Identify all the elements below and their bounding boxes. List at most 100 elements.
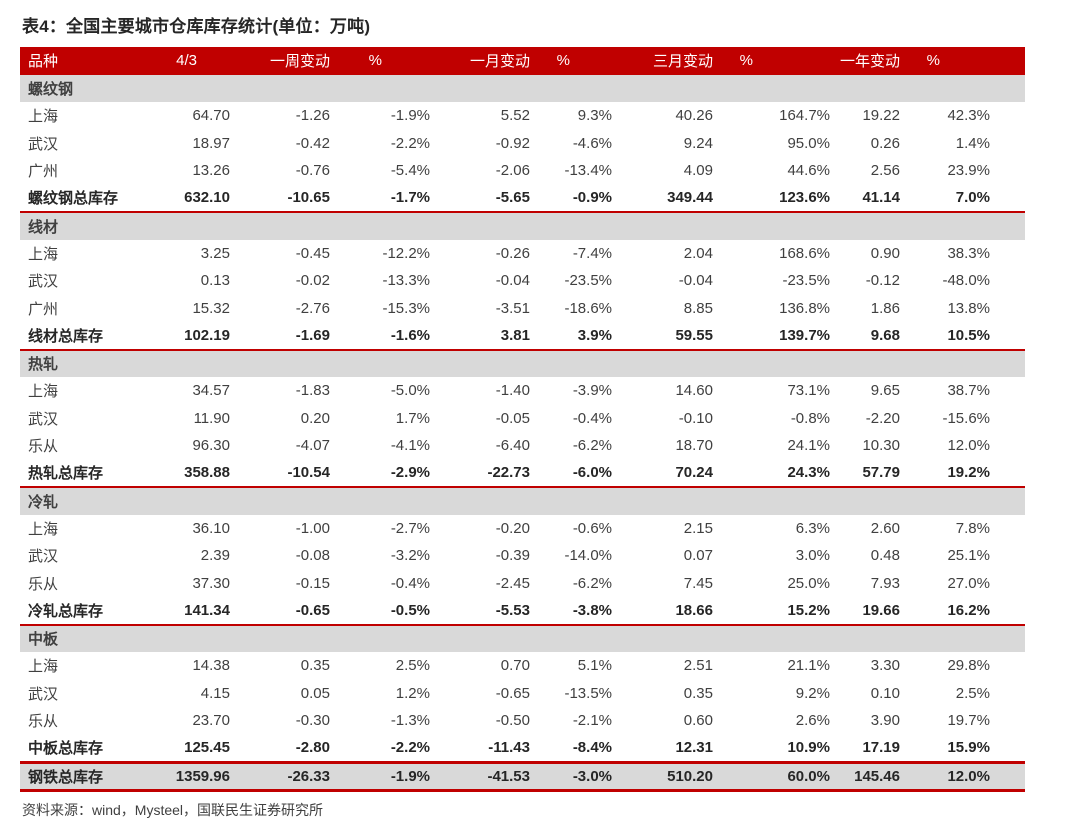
cell: 102.19 [184,326,230,344]
column-header: % [368,52,382,70]
cell: 9.24 [683,134,713,152]
cell: 19.66 [862,601,900,619]
report-page: 表4：全国主要城市仓库库存统计(单位：万吨) 品种 4/3 一周变动% 一月变动% 三月… [20,17,1025,818]
grand-total-row: 钢铁总库存 1359.96 -26.33 -1.9% -41.53 -3.0% 510.20… [20,762,1025,790]
cell: 3.25 [200,244,230,262]
cell: -6.2% [572,437,612,455]
cell: -0.10 [678,409,713,427]
column-header: % [739,52,753,70]
cell: 12.0% [947,767,990,785]
column-header: 一月变动 [469,53,530,71]
cell: -13.3% [382,272,430,290]
cell: 上海 [28,245,59,263]
data-row: 武汉 11.90 0.20 1.7% -0.05 -0.4% -0.10 -0.8% -2.20… [20,405,1025,433]
cell: 358.88 [184,464,230,482]
cell: 25.0% [787,574,830,592]
cell: 武汉 [28,548,59,566]
cell: 13.26 [192,162,230,180]
cell: 0.90 [870,244,900,262]
cell: -0.65 [295,601,330,619]
cell: 0.60 [683,712,713,730]
cell: 5.52 [500,107,530,125]
cell: 18.97 [192,134,230,152]
cell: 2.04 [683,244,713,262]
data-row: 乐从 37.30 -0.15 -0.4% -2.45 -6.2% 7.45 25.0% 7.93… [20,570,1025,598]
cell: -0.08 [295,547,330,565]
cell: 2.56 [870,162,900,180]
cell: 0.35 [300,657,330,675]
cell: 70.24 [675,464,713,482]
cell: 0.48 [870,547,900,565]
cell: -7.4% [572,244,612,262]
data-row: 上海 36.10 -1.00 -2.7% -0.20 -0.6% 2.15 6.3% 2.60 7… [20,515,1025,543]
data-row: 乐从 23.70 -0.30 -1.3% -0.50 -2.1% 0.60 2.6% 3.90 1… [20,707,1025,735]
section-total-row: 热轧总库存 358.88 -10.54 -2.9% -22.73 -6.0% 70.24 24… [20,460,1025,487]
cell: 2.60 [870,519,900,537]
data-row: 上海 14.38 0.35 2.5% 0.70 5.1% 2.51 21.1% 3.30 29.8… [20,652,1025,680]
cell: -18.6% [564,299,612,317]
cell: 3.30 [870,657,900,675]
cell: 0.05 [300,684,330,702]
cell: 96.30 [192,437,230,455]
cell: -0.76 [295,162,330,180]
cell: 乐从 [28,713,59,731]
cell: 武汉 [28,273,59,291]
cell: -0.15 [295,574,330,592]
section-name: 线材 [28,218,59,236]
cell: -0.12 [865,272,900,290]
cell: 乐从 [28,438,59,456]
cell: -2.76 [295,299,330,317]
cell: -0.45 [295,244,330,262]
cell: 上海 [28,520,59,538]
cell: -15.3% [382,299,430,317]
cell: -4.07 [295,437,330,455]
cell: 164.7% [779,107,830,125]
cell: 25.1% [947,547,990,565]
cell: 44.6% [787,162,830,180]
cell: -0.9% [572,189,612,207]
cell: 6.3% [795,519,830,537]
cell: -0.04 [678,272,713,290]
cell: 1.4% [955,134,990,152]
cell: 0.35 [683,684,713,702]
cell: 4.15 [200,684,230,702]
cell: 16.2% [947,601,990,619]
cell: -0.92 [495,134,530,152]
cell: 14.38 [192,657,230,675]
section-header-row: 冷轧 [20,487,1025,515]
cell: -15.6% [942,409,990,427]
cell: 29.8% [947,657,990,675]
cell: 64.70 [192,107,230,125]
cell: -2.2% [390,134,430,152]
cell: -0.02 [295,272,330,290]
section-name: 螺纹钢 [28,80,74,98]
cell: 上海 [28,383,59,401]
section-total-row: 线材总库存 102.19 -1.69 -1.6% 3.81 3.9% 59.55 139.7%… [20,322,1025,350]
cell: -1.6% [390,326,430,344]
cell: 冷轧总库存 [28,602,104,620]
cell: 24.1% [787,437,830,455]
cell: -3.8% [572,601,612,619]
page-title: 表4：全国主要城市仓库库存统计(单位：万吨) [22,17,371,36]
column-header: 三月变动 [652,53,713,71]
cell: -5.0% [390,382,430,400]
cell: 10.5% [947,326,990,344]
cell: 3.9% [577,326,612,344]
cell: -2.7% [390,519,430,537]
cell: 1.86 [870,299,900,317]
source-note: 资料来源：wind，Mysteel，国联民生证券研究所 [22,801,324,818]
cell: 0.70 [500,657,530,675]
cell: -1.9% [390,767,430,785]
cell: -2.9% [390,464,430,482]
cell: 15.2% [787,601,830,619]
cell: 57.79 [862,464,900,482]
cell: -12.2% [382,244,430,262]
cell: 23.70 [192,712,230,730]
cell: -0.65 [495,684,530,702]
cell: 广州 [28,163,59,181]
cell: 武汉 [28,685,59,703]
cell: -5.65 [495,189,530,207]
cell: 11.90 [193,409,230,427]
cell: -26.33 [287,767,330,785]
cell: -11.43 [488,739,530,756]
